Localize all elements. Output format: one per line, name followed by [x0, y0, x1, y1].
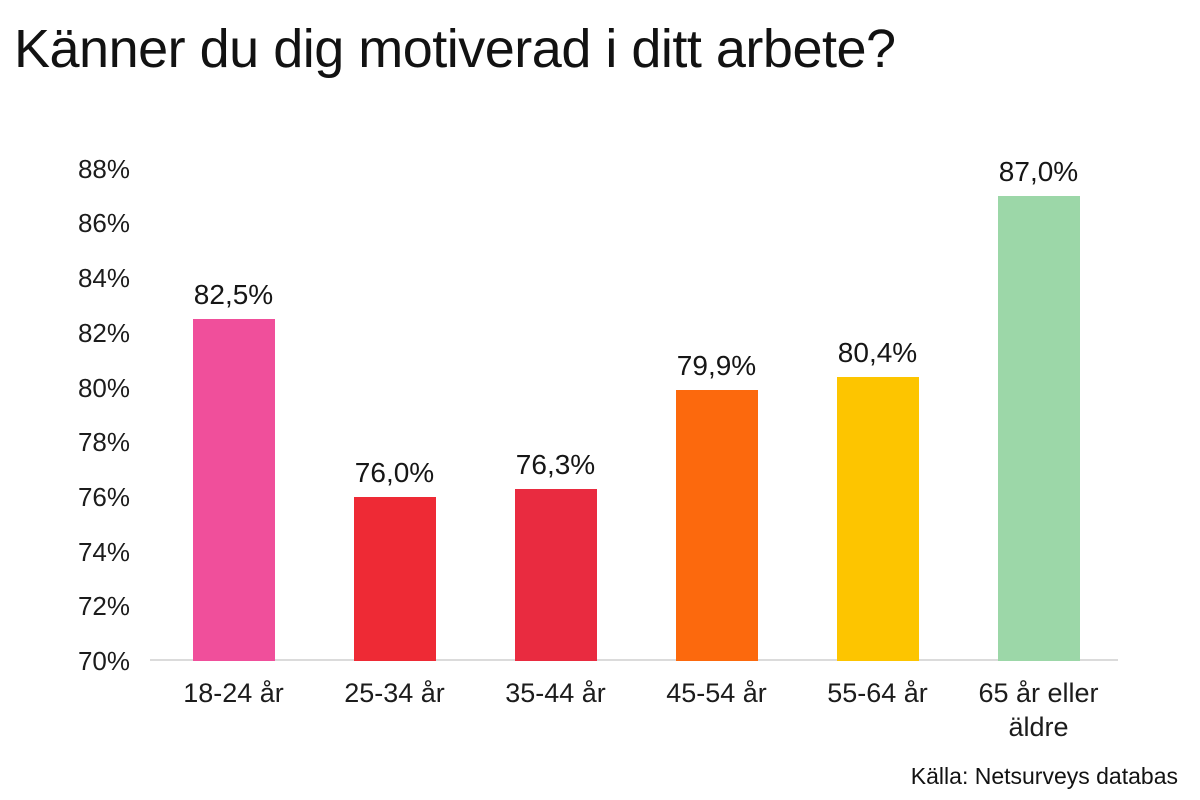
bar-category-label: 45-54 år [666, 678, 767, 708]
bar-value-label: 80,4% [837, 336, 918, 368]
bar-value-label: 76,3% [515, 448, 596, 480]
y-axis-tick-label: 78% [77, 427, 130, 458]
bar-group: 80,4% 55-64 år [798, 140, 958, 708]
bar-group: 79,9% 45-54 år [637, 140, 797, 708]
bar [353, 496, 436, 661]
bar [514, 488, 597, 661]
bar [192, 319, 275, 661]
bar-category-label: 55-64 år [827, 678, 928, 708]
bar-value-label: 87,0% [998, 156, 1079, 188]
chart-title: Känner du dig motiverad i ditt arbete? [14, 19, 896, 79]
source-note: Källa: Netsurveys databas [910, 763, 1178, 789]
y-axis-tick-label: 74% [77, 536, 130, 567]
bar-category-label: 18-24 år [183, 678, 284, 708]
bar [836, 376, 919, 661]
bar-value-label: 79,9% [676, 350, 757, 382]
bar-group: 87,0% 65 år eller äldre [959, 140, 1119, 742]
y-axis-tick-label: 72% [77, 591, 130, 622]
x-axis-line [150, 659, 1118, 661]
bar-category-label: 65 år eller äldre [978, 678, 1099, 742]
bar-value-label: 82,5% [193, 279, 274, 311]
bar-group: 82,5% 18-24 år [154, 140, 314, 708]
y-axis-tick-label: 86% [77, 208, 130, 239]
bar [675, 390, 758, 661]
bar-group: 76,3% 35-44 år [476, 140, 636, 708]
bar-group: 76,0% 25-34 år [315, 140, 475, 708]
y-axis-tick-label: 88% [77, 153, 130, 184]
y-axis-tick-label: 70% [77, 646, 130, 676]
bar-category-label: 35-44 år [505, 678, 606, 708]
bar-chart-plot-area: 82,5% 18-24 år 76,0% 25-34 år 76,3% 35-44 år 7… [150, 140, 1119, 742]
y-axis-tick-label: 84% [77, 263, 130, 294]
y-axis-tick-label: 76% [77, 481, 130, 512]
bar [997, 196, 1080, 661]
y-axis-tick-label: 80% [77, 372, 130, 403]
y-axis: 70% 72% 74% 76% 78% 80% 82% 84% 86% 88% [0, 140, 130, 674]
y-axis-tick-label: 82% [77, 317, 130, 348]
bar-value-label: 76,0% [354, 456, 435, 488]
bar-category-label: 25-34 år [344, 678, 445, 708]
